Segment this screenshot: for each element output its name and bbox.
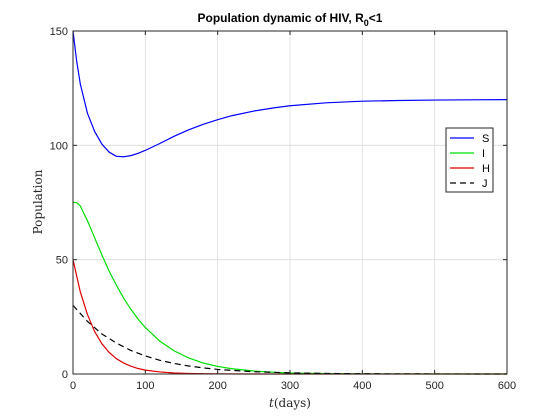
x-axis-label: t(days) [269,396,311,410]
x-tick-label: 200 [208,380,226,392]
legend-label-i: I [482,148,485,160]
x-tick-label: 600 [498,380,516,392]
y-tick-label: 100 [50,140,68,152]
y-tick-label: 150 [50,26,68,38]
x-tick-label: 500 [425,380,443,392]
x-tick-label: 300 [281,380,299,392]
x-tick-label: 0 [70,380,76,392]
legend-label-h: H [482,163,490,175]
grid [73,31,507,374]
legend-label-j: J [482,178,488,190]
ticks: 0 100 200 300 400 500 600 0 50 100 150 [50,26,517,392]
y-axis-label: Population [31,169,45,234]
chart-title: Population dynamic of HIV, R0<1 [198,11,383,28]
y-tick-label: 0 [62,369,68,381]
x-tick-label: 100 [136,380,154,392]
legend-box [445,127,494,193]
x-tick-label: 400 [353,380,371,392]
series-line-s [72,30,508,158]
legend-label-s: S [482,133,489,145]
y-tick-label: 50 [56,255,68,267]
